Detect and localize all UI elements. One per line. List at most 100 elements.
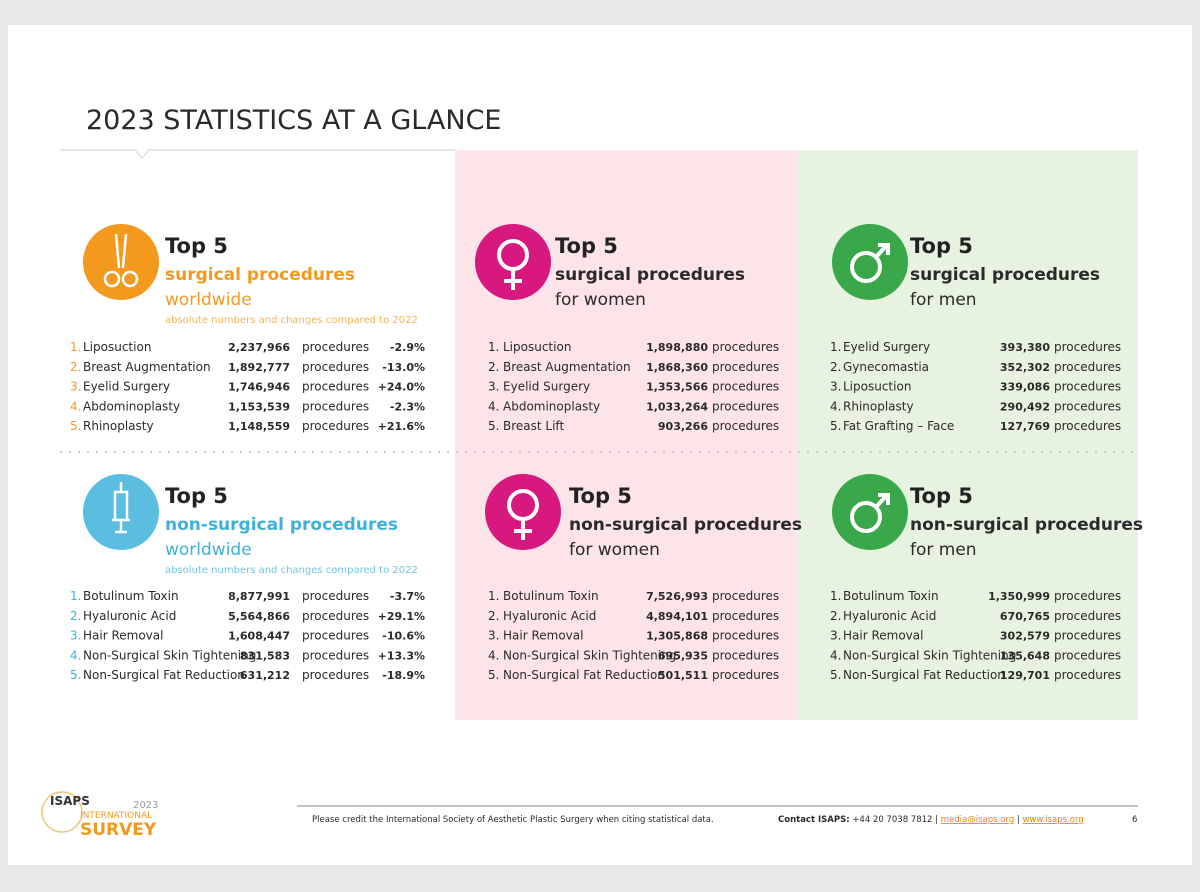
unit: procedures — [1054, 609, 1121, 623]
unit: procedures — [1054, 648, 1121, 662]
procedure-name: Rhinoplasty — [83, 419, 154, 433]
rank: 1. — [830, 589, 841, 603]
unit: procedures — [1054, 360, 1121, 374]
procedure-name: Eyelid Surgery — [503, 380, 590, 394]
unit: procedures — [712, 589, 779, 603]
change: -2.9% — [390, 341, 425, 354]
heading-top: Top 5 — [910, 234, 973, 258]
heading-top: Top 5 — [910, 484, 973, 508]
unit: procedures — [712, 380, 779, 394]
rank: 4. — [70, 399, 81, 413]
rank: 2. — [488, 360, 499, 374]
procedure-name: Hair Removal — [503, 629, 583, 643]
procedure-count: 127,769 — [1000, 420, 1050, 433]
change: +24.0% — [378, 381, 425, 394]
procedure-count: 1,305,868 — [646, 630, 708, 643]
heading-top: Top 5 — [569, 484, 632, 508]
email[interactable]: media@isaps.org — [941, 815, 1014, 825]
procedure-name: Botulinum Toxin — [503, 589, 599, 603]
rank: 5. — [830, 419, 841, 433]
rank: 3. — [70, 629, 81, 643]
procedure-name: Breast Augmentation — [83, 360, 211, 374]
procedure-name: Breast Lift — [503, 419, 564, 433]
procedure-count: 670,765 — [1000, 610, 1050, 623]
procedure-count: 5,564,866 — [228, 610, 290, 623]
procedure-name: Liposuction — [83, 340, 151, 354]
procedure-name: Rhinoplasty — [843, 399, 914, 413]
female-icon — [485, 474, 561, 550]
male-icon — [832, 474, 908, 550]
procedure-name: Liposuction — [503, 340, 571, 354]
procedure-count: 4,894,101 — [646, 610, 708, 623]
procedure-name: Gynecomastia — [843, 360, 929, 374]
female-icon — [475, 224, 551, 300]
rank: 1. — [830, 340, 841, 354]
procedure-name: Hyaluronic Acid — [83, 609, 176, 623]
rank: 4. — [830, 648, 841, 662]
procedure-count: 903,266 — [658, 420, 708, 433]
rank: 5. — [488, 668, 499, 682]
rank: 1. — [488, 340, 499, 354]
procedure-name: Abdominoplasty — [503, 399, 600, 413]
rank: 2. — [488, 609, 499, 623]
contact: Contact ISAPS: +44 20 7038 7812 | media@… — [778, 815, 1084, 825]
procedure-count: 1,608,447 — [228, 630, 290, 643]
procedure-name: Liposuction — [843, 380, 911, 394]
rank: 3. — [488, 629, 499, 643]
procedure-count: 135,648 — [1000, 649, 1050, 662]
page-number: 6 — [1132, 815, 1137, 825]
procedure-name: Non-Surgical Fat Reduction — [503, 668, 665, 682]
rank: 5. — [830, 668, 841, 682]
procedure-count: 393,380 — [1000, 341, 1050, 354]
unit: procedures — [712, 629, 779, 643]
rank: 1. — [70, 589, 81, 603]
procedure-count: 631,212 — [240, 669, 290, 682]
rank: 2. — [830, 609, 841, 623]
male-icon — [832, 224, 908, 300]
unit: procedures — [302, 609, 369, 623]
procedure-name: Hair Removal — [843, 629, 923, 643]
procedure-count: 501,511 — [658, 669, 708, 682]
unit: procedures — [712, 360, 779, 374]
procedure-name: Eyelid Surgery — [843, 340, 930, 354]
rank: 1. — [70, 340, 81, 354]
heading-kind: surgical procedures — [555, 265, 745, 285]
unit: procedures — [302, 648, 369, 662]
unit: procedures — [302, 419, 369, 433]
procedure-count: 1,153,539 — [228, 400, 290, 413]
procedure-name: Hyaluronic Acid — [843, 609, 936, 623]
heading-kind: surgical procedures — [910, 265, 1100, 285]
change: -18.9% — [382, 669, 425, 682]
procedure-count: 290,492 — [1000, 400, 1050, 413]
heading-kind: non-surgical procedures — [910, 515, 1143, 535]
rank: 5. — [70, 668, 81, 682]
unit: procedures — [302, 360, 369, 374]
procedure-name: Non-Surgical Skin Tightening — [843, 648, 1016, 662]
website[interactable]: www.isaps.org — [1022, 815, 1083, 825]
unit: procedures — [712, 399, 779, 413]
scissors-icon — [83, 224, 159, 300]
contact-label: Contact ISAPS: — [778, 815, 850, 825]
heading-note: absolute numbers and changes compared to… — [165, 315, 418, 326]
unit: procedures — [712, 609, 779, 623]
rank: 3. — [70, 380, 81, 394]
unit: procedures — [712, 668, 779, 682]
procedure-count: 1,033,264 — [646, 400, 708, 413]
procedure-name: Botulinum Toxin — [83, 589, 179, 603]
heading-scope: for men — [910, 290, 977, 310]
separator: | — [1017, 815, 1020, 825]
rank: 2. — [70, 360, 81, 374]
syringe-icon — [83, 474, 159, 550]
rank: 3. — [830, 629, 841, 643]
procedure-count: 7,526,993 — [646, 590, 708, 603]
change: +29.1% — [378, 610, 425, 623]
unit: procedures — [302, 668, 369, 682]
rank: 4. — [830, 399, 841, 413]
procedure-name: Non-Surgical Fat Reduction — [843, 668, 1005, 682]
procedure-name: Non-Surgical Skin Tightening — [503, 648, 676, 662]
unit: procedures — [1054, 629, 1121, 643]
rank: 2. — [70, 609, 81, 623]
procedure-name: Non-Surgical Skin Tightening — [83, 648, 256, 662]
change: -10.6% — [382, 630, 425, 643]
unit: procedures — [1054, 419, 1121, 433]
